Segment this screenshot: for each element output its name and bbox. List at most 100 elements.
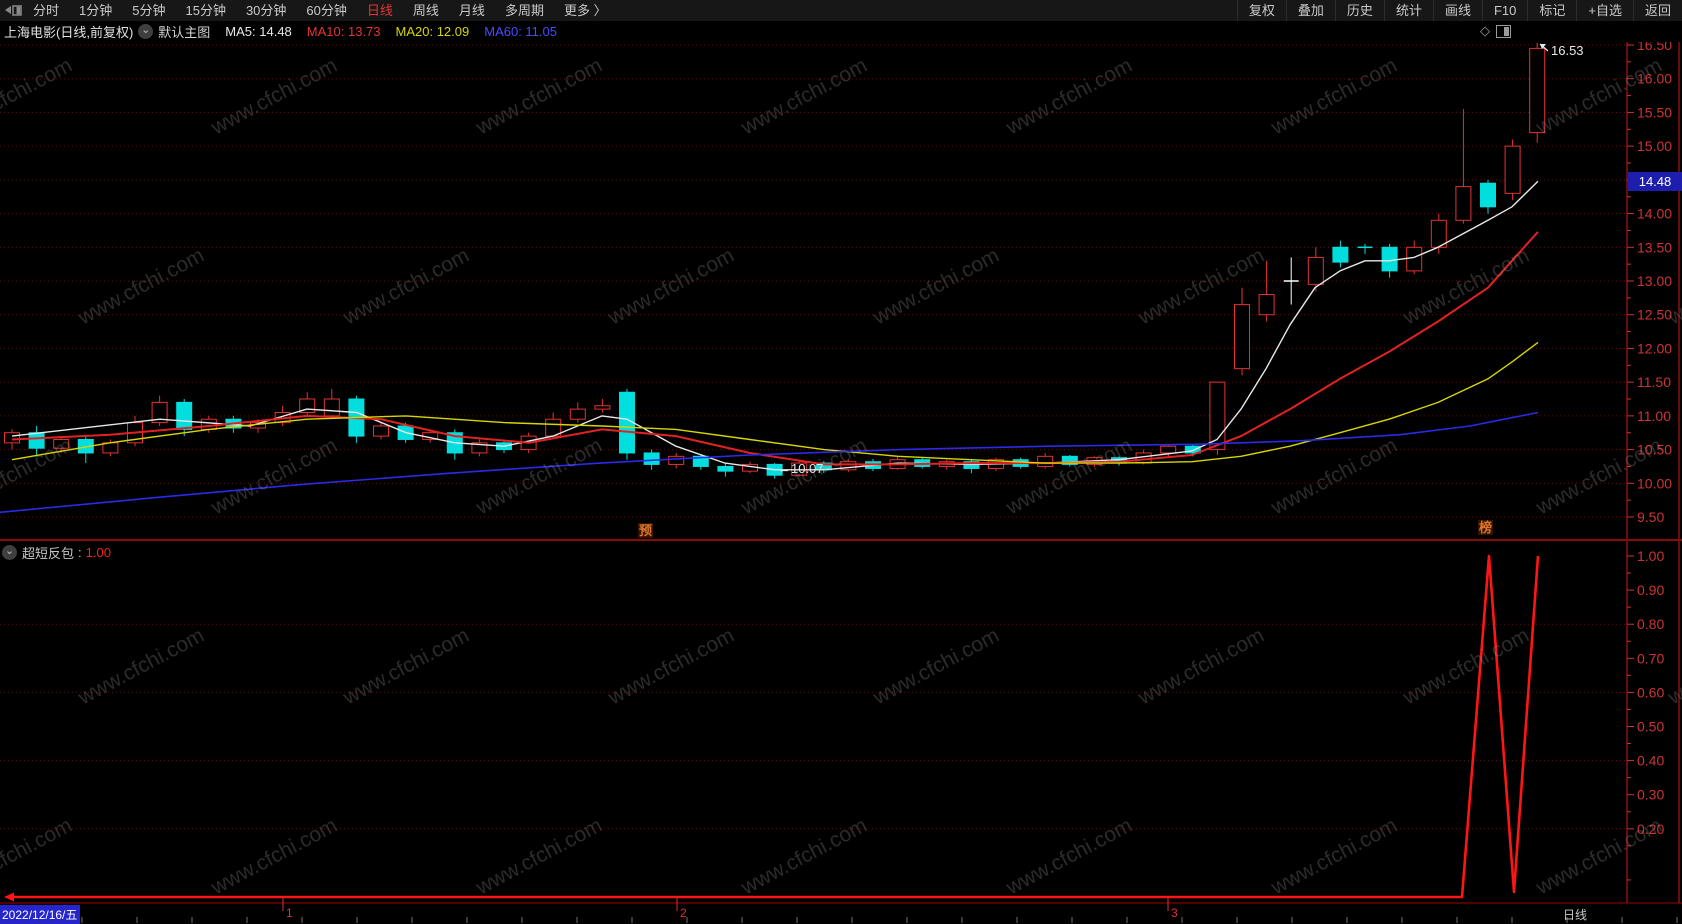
candle-body [1061, 455, 1078, 465]
split-panel-icon[interactable] [1496, 24, 1511, 38]
indicator-line-left-arrow [4, 892, 14, 902]
toolbar-item-标记[interactable]: 标记 [1527, 0, 1576, 21]
candle-body [471, 442, 488, 454]
toolbar-item-画线[interactable]: 画线 [1432, 0, 1482, 21]
axis-tick-label: 0.50 [1637, 719, 1664, 735]
indicator-name[interactable]: 超短反包 [22, 546, 75, 561]
ma-legend: MA5: 14.48 MA10: 13.73 MA20: 12.09 MA60: 11… [210, 24, 557, 39]
candle-body [594, 405, 611, 410]
event-marker-yu[interactable]: 预 [638, 523, 654, 538]
ma-label: MA60: 11.05 [484, 24, 557, 39]
axis-tick-label: 12.00 [1637, 340, 1672, 356]
ma-label: MA5: 14.48 [225, 24, 292, 39]
toolbar-item-历史[interactable]: 历史 [1334, 0, 1384, 21]
candle-body [176, 401, 193, 430]
chevron-down-icon[interactable]: ⌄ [138, 24, 154, 39]
candle-body [717, 465, 734, 472]
toolbar-item-15分钟[interactable]: 15分钟 [185, 3, 226, 18]
info-bar: 上海电影(日线,前复权) ⌄ 默认主图 MA5: 14.48 MA10: 13.7… [0, 21, 1682, 42]
toolbar-item-分时[interactable]: 分时 [33, 3, 60, 18]
axis-tick-label: 9.50 [1637, 509, 1664, 525]
high-annotation-label: 16.53 [1551, 43, 1584, 58]
candle-body [4, 432, 20, 444]
candle-body [1406, 246, 1423, 272]
candle-body [643, 452, 660, 465]
axis-tick-label: 1.00 [1637, 548, 1664, 564]
last-price-badge: 14.48 [1628, 172, 1682, 191]
axis-tick-label: 10.50 [1637, 442, 1672, 458]
axis-tick-label: 11.00 [1637, 408, 1671, 424]
candle-body [1037, 455, 1054, 467]
stock-title: 上海电影(日线,前复权) [4, 25, 134, 40]
toolbar-item-5分钟[interactable]: 5分钟 [132, 3, 166, 18]
candle-body [323, 398, 340, 417]
candle-body [151, 401, 168, 424]
month-marker: 3 [1171, 906, 1178, 920]
candle-body [200, 418, 217, 430]
axis-tick-label: 0.60 [1637, 684, 1664, 700]
axis-tick-label: 0.80 [1637, 616, 1664, 632]
axis-tick-label: 13.00 [1637, 273, 1672, 289]
candle-body [668, 455, 685, 465]
toolbar-item-叠加[interactable]: 叠加 [1285, 0, 1335, 21]
top-toolbar: 分时 1分钟 5分钟 15分钟 30分钟 60分钟 日线 周线 月线 多周期 更多 〉 复权 叠加 历史… [0, 0, 1682, 22]
indicator-colon: : [78, 545, 82, 560]
high-annotation-arrowhead [1540, 44, 1546, 49]
axis-tick-label: 16.00 [1637, 71, 1672, 87]
tools-menu: 复权 叠加 历史 统计 画线 F10 标记 +自选 返回 [1236, 0, 1682, 21]
period-label: 日线 [1563, 908, 1588, 922]
candle-body [569, 408, 586, 420]
toolbar-item-月线[interactable]: 月线 [458, 3, 485, 18]
ma-line-MA60 [0, 411, 1539, 514]
main-view-label[interactable]: 默认主图 [158, 25, 211, 40]
axis-tick-label: 0.20 [1637, 821, 1664, 837]
chart-corner-icons: ◇ [1480, 23, 1511, 39]
start-date-label: 2022/12/16/五 [0, 905, 81, 924]
toolbar-item-多周期[interactable]: 多周期 [504, 3, 544, 18]
toolbar-item-统计[interactable]: 统计 [1383, 0, 1433, 21]
chevron-down-icon[interactable]: ⌄ [2, 545, 17, 560]
low-annotation-label: ←10.07 [778, 461, 824, 476]
axis-tick-label: 10.00 [1637, 475, 1672, 491]
axis-tick-label: 13.50 [1637, 239, 1672, 255]
candle-body [1504, 145, 1521, 194]
candle-body [1160, 445, 1177, 454]
ma-label: MA10: 13.73 [306, 24, 381, 39]
time-axis-bar: 2022/12/16/五 1 2 3 日线 [0, 904, 1682, 924]
toolbar-item-复权[interactable]: 复权 [1236, 0, 1286, 21]
candle-body [1258, 293, 1275, 316]
axis-tick-label: 14.00 [1637, 206, 1672, 222]
candle-body [1480, 182, 1496, 208]
candle-body [1307, 256, 1324, 285]
toolbar-item-周线[interactable]: 周线 [412, 3, 439, 18]
event-marker-bang[interactable]: 榜 [1478, 520, 1494, 535]
toolbar-item-60分钟[interactable]: 60分钟 [306, 3, 347, 18]
axis-tick-label: 15.00 [1637, 138, 1672, 154]
toolbar-item-+自选[interactable]: +自选 [1576, 0, 1633, 21]
axis-tick-label: 12.50 [1637, 307, 1672, 323]
candle-body [1234, 304, 1250, 370]
candle-body [692, 455, 709, 467]
axis-tick-label: 0.90 [1637, 582, 1664, 598]
diamond-icon[interactable]: ◇ [1480, 23, 1490, 38]
candle-body [53, 438, 70, 449]
toolbar-item-1分钟[interactable]: 1分钟 [79, 3, 113, 18]
axis-tick-label: 0.40 [1637, 753, 1664, 769]
candle-body [1529, 47, 1546, 134]
toolbar-item-F10[interactable]: F10 [1481, 0, 1527, 21]
candle-body [28, 432, 45, 449]
candle-body [1455, 186, 1472, 221]
toolbar-item-日线[interactable]: 日线 [366, 3, 393, 18]
candle-body [102, 442, 119, 454]
panel-toggle-icon[interactable] [3, 3, 23, 18]
toolbar-item-返回[interactable]: 返回 [1632, 0, 1682, 21]
candle-body [1209, 381, 1226, 451]
toolbar-item-更多 〉[interactable]: 更多 〉 [563, 3, 607, 18]
indicator-line [14, 554, 1540, 899]
period-menu: 分时 1分钟 5分钟 15分钟 30分钟 60分钟 日线 周线 月线 多周期 更多 〉 [23, 0, 617, 21]
candle-body [373, 425, 389, 437]
indicator-value: 1.00 [85, 545, 111, 560]
toolbar-item-30分钟[interactable]: 30分钟 [245, 3, 287, 18]
candle-body [1184, 445, 1201, 454]
